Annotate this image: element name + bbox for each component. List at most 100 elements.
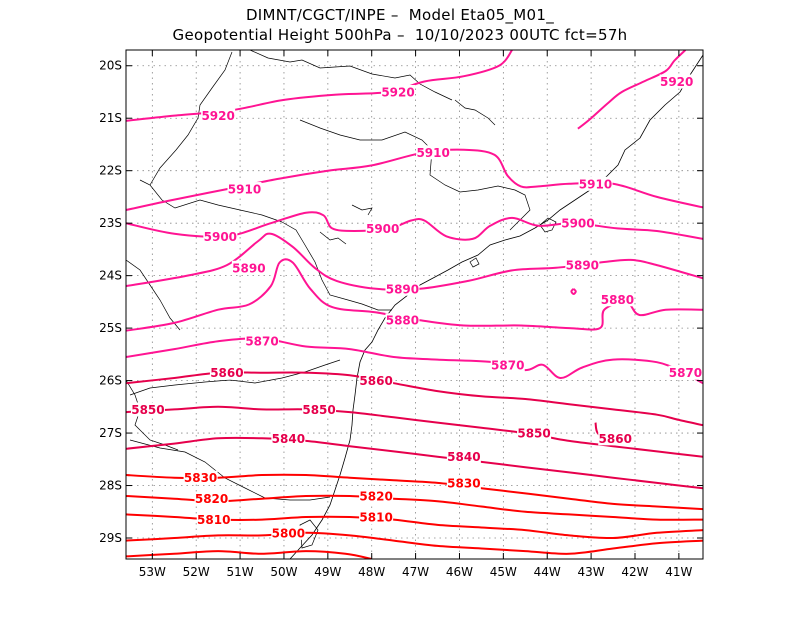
contour-label-5840: 5840 xyxy=(272,432,305,446)
contour-label-bg xyxy=(302,402,337,417)
contour-label-5860: 5860 xyxy=(210,366,243,380)
contour-label-5850: 5850 xyxy=(517,427,550,441)
contour-line-5830 xyxy=(126,473,703,511)
contour-label-5890: 5890 xyxy=(566,259,599,273)
contour-label-5840: 5840 xyxy=(447,450,480,464)
y-tick-label: 23S xyxy=(99,216,122,230)
border-paraguay xyxy=(126,259,181,331)
x-tick-label: 49W xyxy=(314,565,341,579)
x-tick-label: 53W xyxy=(139,565,166,579)
lagoa-dos-patos xyxy=(299,519,319,549)
contour-label-bg xyxy=(359,510,394,525)
contour-label-5920: 5920 xyxy=(381,85,414,99)
contour-label-5890: 5890 xyxy=(386,282,419,296)
y-tick-label: 22S xyxy=(99,164,122,178)
contour-line-5800 xyxy=(126,531,703,555)
x-tick-label: 48W xyxy=(358,565,385,579)
contour-label-5820: 5820 xyxy=(195,492,228,506)
contour-label-5860: 5860 xyxy=(599,432,632,446)
contour-line-5920 xyxy=(126,50,513,122)
contour-label-5810: 5810 xyxy=(359,511,392,525)
chart-title-line1: DIMNT/CGCT/INPE – Model Eta05_M01_ xyxy=(245,6,555,24)
contour-label-5910: 5910 xyxy=(579,177,612,191)
contour-label-bg xyxy=(490,357,525,372)
contour-line-5920 xyxy=(577,50,687,130)
contour-label-5880: 5880 xyxy=(386,314,419,328)
contour-label-bg xyxy=(245,334,280,349)
contour-label-bg xyxy=(227,182,262,197)
state-border-sp-mg xyxy=(299,119,531,231)
x-tick-label: 50W xyxy=(270,565,297,579)
contour-label-5830: 5830 xyxy=(447,476,480,490)
contour-label-bg xyxy=(668,365,703,380)
y-tick-label: 26S xyxy=(99,374,122,388)
contour-label-bg xyxy=(183,470,218,485)
y-tick-label: 24S xyxy=(99,269,122,283)
contour-label-bg xyxy=(271,525,306,540)
contour-label-5900: 5900 xyxy=(561,217,594,231)
contour-line-5840 xyxy=(126,436,703,490)
contour-label-bg xyxy=(385,313,420,328)
contour-line-5880 xyxy=(570,288,577,295)
lake-furnas xyxy=(351,204,373,216)
contour-label-bg xyxy=(659,74,694,89)
y-tick-label: 20S xyxy=(99,59,122,73)
state-border-sc-rs xyxy=(129,439,331,501)
contour-label-5850: 5850 xyxy=(131,403,164,417)
contour-label-bg xyxy=(359,373,394,388)
contour-label-bg xyxy=(271,431,306,446)
coastline-map xyxy=(126,50,703,559)
contour-label-bg xyxy=(381,84,416,99)
contour-label-bg xyxy=(231,260,266,275)
axis-ticks: 53W 52W 51W 50W 49W 48W 47W 46W 45W 44W 43W 42W 41W 2… xyxy=(99,50,703,579)
x-tick-label: 41W xyxy=(665,565,692,579)
contour-label-bg xyxy=(578,176,613,191)
state-border-pr-sc xyxy=(129,359,341,396)
contour-label-5920: 5920 xyxy=(201,109,234,123)
x-tick-label: 44W xyxy=(534,565,561,579)
contour-label-bg xyxy=(365,221,400,236)
contour-label-5860: 5860 xyxy=(359,374,392,388)
contour-line-5890 xyxy=(126,232,703,291)
x-tick-label: 43W xyxy=(578,565,605,579)
contour-label-5820: 5820 xyxy=(359,490,392,504)
x-tick-label: 47W xyxy=(402,565,429,579)
contour-label-bg xyxy=(203,229,238,244)
contour-label-5880: 5880 xyxy=(601,293,634,307)
river-grande xyxy=(454,99,496,126)
contour-label-5900: 5900 xyxy=(366,222,399,236)
contour-label-5810: 5810 xyxy=(197,513,230,527)
contour-line-5790 xyxy=(126,550,372,559)
contour-label-bg xyxy=(416,145,451,160)
state-border-mg-north xyxy=(249,50,453,101)
contour-label-5830: 5830 xyxy=(184,471,217,485)
contour-label-5870: 5870 xyxy=(669,366,702,380)
contour-label-5800: 5800 xyxy=(272,526,305,540)
y-tick-label: 21S xyxy=(99,111,122,125)
chart-title-line2: Geopotential Height 500hPa – 10/10/2023 … xyxy=(172,26,628,44)
y-tick-label: 25S xyxy=(99,321,122,335)
coastline-atlantic xyxy=(289,54,703,559)
y-tick-label: 27S xyxy=(99,426,122,440)
x-tick-label: 45W xyxy=(490,565,517,579)
island-sao-sebastiao xyxy=(469,257,480,268)
contour-label-5870: 5870 xyxy=(245,335,278,349)
y-tick-label: 28S xyxy=(99,479,122,493)
contour-label-bg xyxy=(359,489,394,504)
contour-label-bg xyxy=(517,426,552,441)
contour-label-bg xyxy=(194,491,229,506)
river-paranapanema xyxy=(319,231,347,245)
contour-label-5870: 5870 xyxy=(491,358,524,372)
contour-label-5890: 5890 xyxy=(232,261,265,275)
plot-frame xyxy=(125,49,704,560)
bay-guanabara xyxy=(539,217,557,233)
x-tick-label: 51W xyxy=(227,565,254,579)
x-tick-label: 52W xyxy=(183,565,210,579)
contour-label-bg xyxy=(385,281,420,296)
contour-label-5900: 5900 xyxy=(204,230,237,244)
contour-line-5910 xyxy=(126,148,703,211)
contour-label-bg xyxy=(209,365,244,380)
contour-label-bg xyxy=(446,449,481,464)
contour-label-bg xyxy=(600,292,635,307)
contour-label-5910: 5910 xyxy=(228,183,261,197)
